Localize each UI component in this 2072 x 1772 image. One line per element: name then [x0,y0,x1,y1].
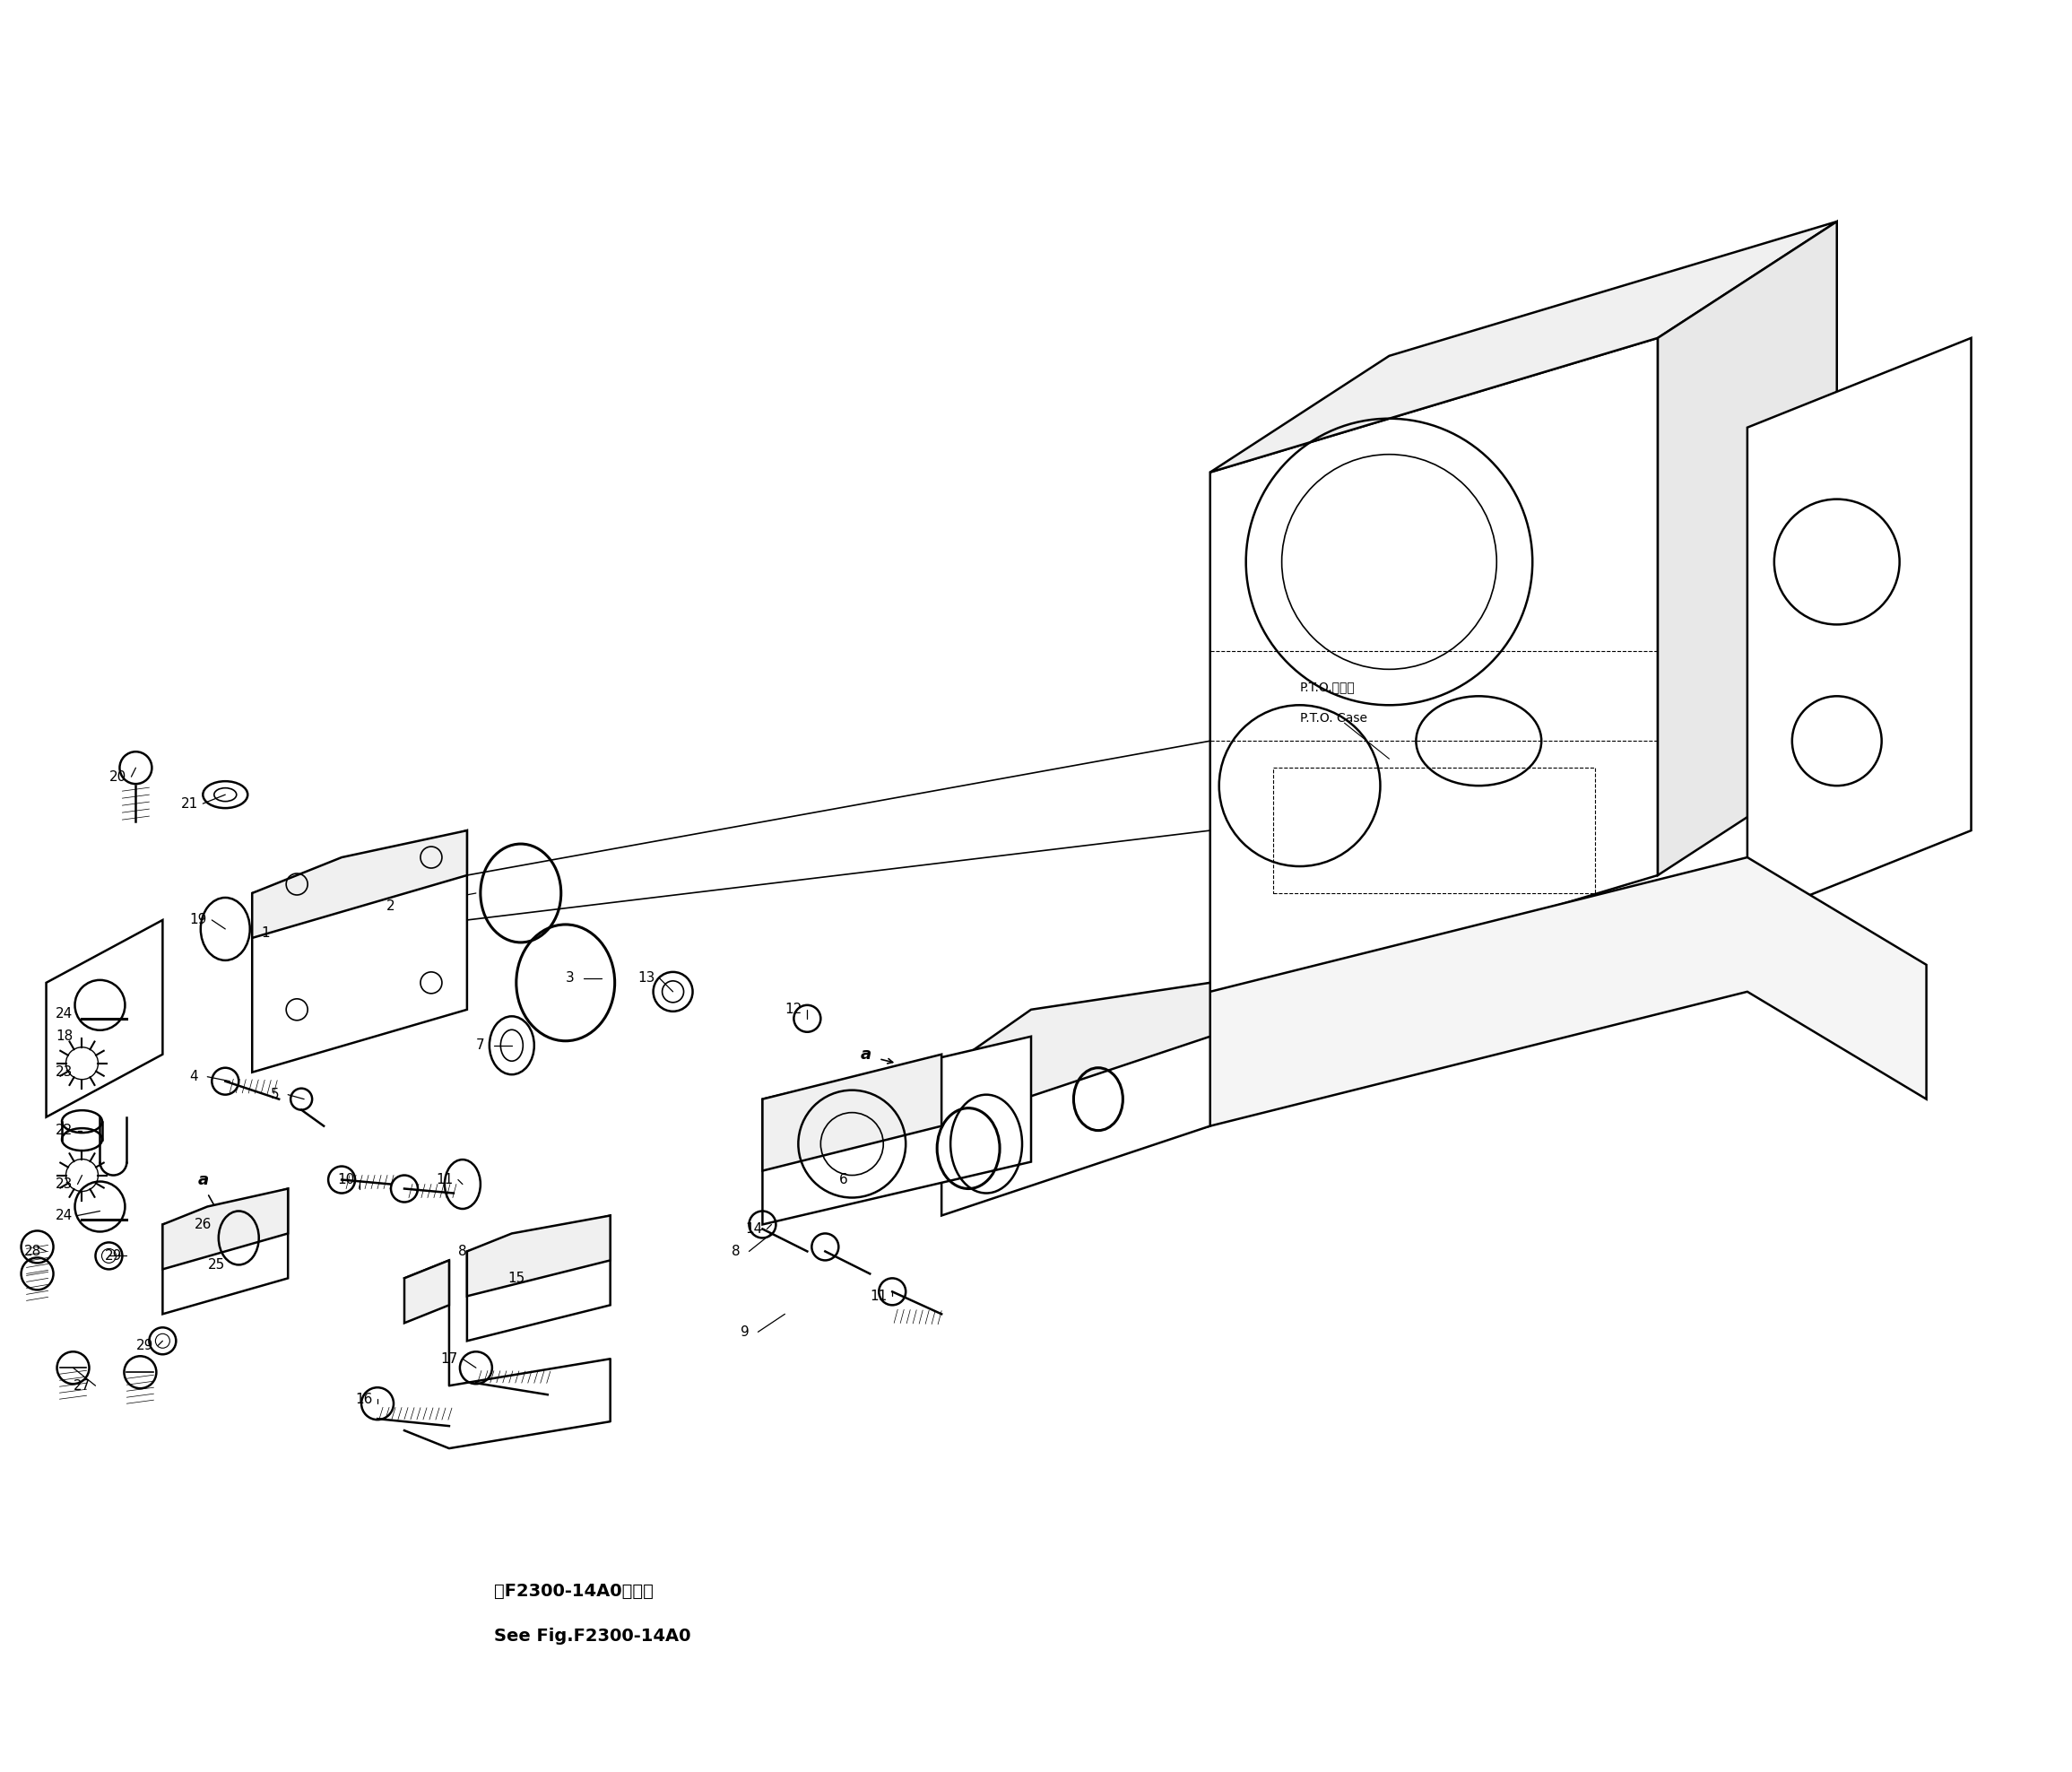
Polygon shape [404,1260,450,1324]
Polygon shape [762,1037,1032,1224]
Text: 27: 27 [73,1379,91,1393]
Text: 15: 15 [508,1272,524,1285]
Polygon shape [466,1216,611,1295]
Text: 29: 29 [137,1338,153,1352]
Text: 14: 14 [746,1223,762,1235]
Polygon shape [762,1054,941,1171]
Polygon shape [253,831,466,937]
Text: 24: 24 [56,1006,73,1021]
Text: 26: 26 [195,1217,211,1232]
Text: 6: 6 [839,1173,847,1187]
Text: 23: 23 [56,1177,73,1191]
Polygon shape [1747,338,1970,920]
Text: 19: 19 [191,913,207,927]
Text: 8: 8 [731,1244,740,1258]
Text: a: a [197,1171,209,1187]
Text: 29: 29 [106,1249,122,1263]
Text: 21: 21 [180,797,199,810]
Text: 13: 13 [638,971,655,985]
Text: 9: 9 [740,1325,748,1338]
Text: 11: 11 [870,1290,887,1302]
Text: 12: 12 [785,1003,802,1017]
Text: 28: 28 [25,1244,41,1258]
Polygon shape [1032,858,1927,1171]
Polygon shape [162,1189,288,1269]
Text: 8: 8 [458,1244,466,1258]
Text: 25: 25 [207,1258,226,1272]
Text: 17: 17 [441,1352,458,1366]
Polygon shape [1210,338,1658,1010]
Text: 10: 10 [338,1173,354,1187]
Text: 18: 18 [56,1030,73,1044]
Text: 3: 3 [566,971,574,985]
Text: 1: 1 [261,927,269,941]
Polygon shape [941,983,1210,1125]
Polygon shape [466,1216,611,1341]
Text: 7: 7 [477,1038,485,1053]
Text: 20: 20 [110,771,126,783]
Text: 23: 23 [56,1065,73,1079]
Polygon shape [1210,222,1838,473]
Text: 24: 24 [56,1209,73,1223]
Text: P.T.O.ケース: P.T.O.ケース [1299,680,1355,693]
Polygon shape [941,983,1210,1216]
Text: P.T.O. Case: P.T.O. Case [1299,712,1368,725]
Text: 16: 16 [356,1393,373,1405]
Text: See Fig.F2300-14A0: See Fig.F2300-14A0 [493,1628,690,1644]
Polygon shape [253,831,466,1072]
Polygon shape [1658,222,1838,875]
Text: 第F2300-14A0図参照: 第F2300-14A0図参照 [493,1582,653,1600]
Text: a: a [860,1045,870,1063]
Text: 4: 4 [191,1070,199,1083]
Polygon shape [162,1189,288,1315]
Text: 5: 5 [269,1088,280,1102]
Polygon shape [46,920,162,1116]
Text: 22: 22 [56,1123,73,1138]
Text: 11: 11 [435,1173,454,1187]
Text: 2: 2 [387,900,396,913]
